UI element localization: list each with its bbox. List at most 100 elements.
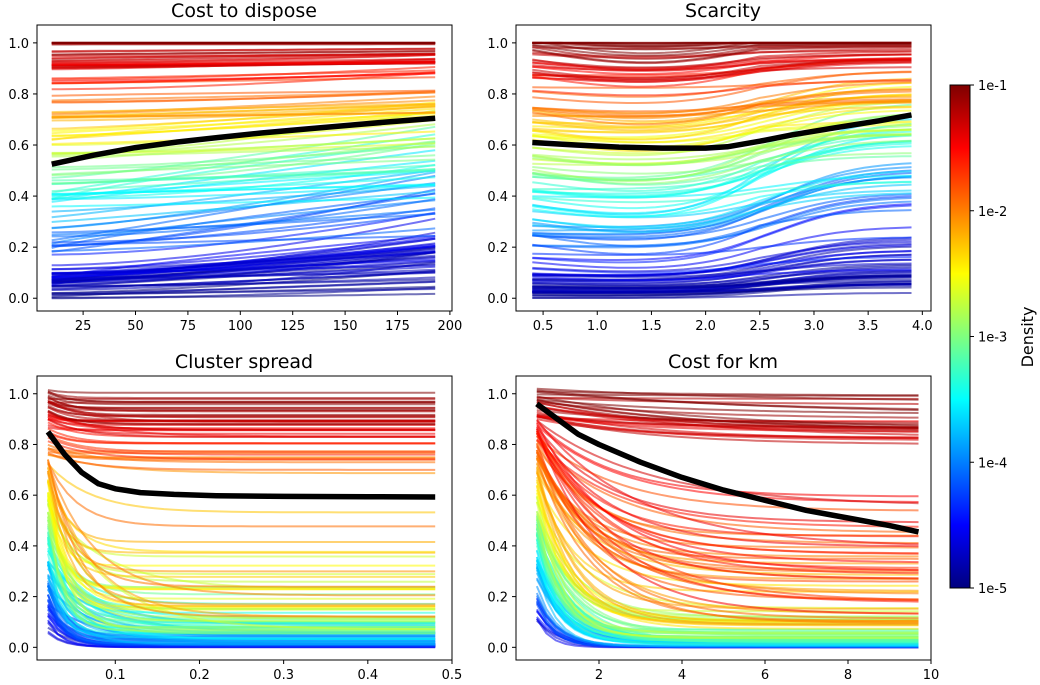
mean-line-group (532, 112, 912, 151)
y-tick-label: 0.8 (487, 438, 508, 453)
colorbar-tick-label: 1e-2 (978, 205, 1007, 220)
y-tick-label: 0.4 (8, 190, 29, 205)
y-axis-ticks: 0.0 0.2 0.4 0.6 0.8 1.0 (8, 388, 37, 656)
ensemble-line (47, 390, 436, 404)
mean-line (532, 112, 912, 151)
x-tick-label: 8 (844, 668, 852, 683)
ensemble-line (535, 516, 919, 638)
ensemble-line (46, 561, 436, 639)
x-tick-label: 0.2 (189, 668, 210, 683)
ensemble-line (47, 452, 436, 471)
ensemble-line (47, 436, 436, 456)
ensemble-line (46, 491, 436, 631)
ensemble-line (47, 400, 436, 423)
ensemble-line (532, 209, 912, 248)
ensemble-line (536, 401, 919, 436)
ensemble-line (47, 391, 436, 399)
axes-frame (515, 375, 932, 661)
x-tick-label: 0.3 (273, 668, 294, 683)
ensemble-line (51, 111, 436, 137)
y-tick-label: 1.0 (8, 388, 29, 403)
y-tick-label: 0.6 (487, 489, 508, 504)
y-tick-label: 0.4 (487, 190, 508, 205)
ensemble-line (535, 469, 919, 626)
x-tick-label: 125 (280, 319, 305, 334)
ensemble-line (532, 181, 912, 204)
ensemble-line (51, 236, 436, 271)
axes-frame (515, 24, 932, 312)
ensemble-line (532, 120, 912, 144)
ensemble-line (51, 103, 436, 118)
panel-cost-to-dispose: Cost to dispose 25 50 75 100 125 150 175 200 0.… (8, 0, 462, 334)
colorbar-tick-label: 1e-3 (978, 331, 1007, 346)
x-tick-label: 200 (437, 319, 462, 334)
ensemble-line (532, 269, 912, 286)
x-tick-label: 1.5 (641, 319, 662, 334)
colorbar-tick-label: 1e-5 (978, 582, 1007, 597)
axes-frame (36, 375, 453, 661)
x-tick-label: 0.5 (442, 668, 463, 683)
y-tick-label: 0.0 (8, 292, 29, 307)
ensemble-line (536, 400, 919, 419)
ensemble-line (51, 111, 436, 118)
ensemble-line (532, 278, 912, 290)
ensemble-line (51, 192, 436, 249)
mean-line (45, 430, 436, 500)
panel-title: Scarcity (685, 0, 761, 22)
ensemble-line (46, 466, 436, 543)
x-tick-label: 175 (385, 319, 410, 334)
x-tick-label: 100 (228, 319, 253, 334)
x-tick-label: 2.5 (749, 319, 770, 334)
ensemble-line (47, 451, 436, 455)
mean-line-group (45, 430, 436, 500)
ensemble-line (535, 422, 919, 572)
ensemble-line (532, 268, 912, 282)
ensemble-line (46, 564, 436, 644)
ensemble-line (532, 66, 912, 82)
ensemble-lines (532, 41, 912, 299)
ensemble-line (532, 226, 912, 269)
y-tick-label: 0.8 (8, 438, 29, 453)
ensemble-line (532, 203, 912, 261)
ensemble-line (535, 428, 919, 615)
ensemble-line (51, 292, 436, 299)
ensemble-line (536, 411, 919, 440)
ensemble-line (536, 395, 919, 427)
ensemble-line (51, 264, 436, 274)
ensemble-line (47, 400, 436, 409)
ensemble-line (535, 501, 919, 640)
mean-line-group (51, 115, 436, 167)
y-tick-label: 0.8 (487, 88, 508, 103)
ensemble-line (536, 398, 919, 429)
y-tick-label: 0.4 (487, 540, 508, 555)
ensemble-line (51, 53, 436, 62)
ensemble-line (51, 130, 436, 145)
ensemble-line (532, 192, 912, 230)
ensemble-line (51, 234, 436, 246)
y-tick-label: 0.6 (8, 489, 29, 504)
y-tick-label: 0.0 (487, 641, 508, 656)
ensemble-line (51, 69, 436, 80)
ensemble-line (532, 101, 912, 157)
ensemble-line (51, 227, 436, 252)
x-tick-label: 0.5 (533, 319, 554, 334)
ensemble-line (535, 484, 919, 630)
x-axis-ticks: 0.1 0.2 0.3 0.4 0.5 (105, 660, 462, 683)
ensemble-line (536, 435, 919, 512)
y-tick-label: 1.0 (8, 37, 29, 52)
ensemble-line (532, 105, 912, 129)
ensemble-line (535, 449, 919, 624)
panel-title: Cost for km (668, 351, 778, 373)
ensemble-line (535, 430, 919, 601)
ensemble-line (46, 575, 436, 645)
ensemble-line (535, 432, 919, 538)
x-tick-label: 6 (761, 668, 769, 683)
ensemble-line (532, 240, 912, 273)
ensemble-line (51, 190, 436, 223)
ensemble-line (535, 496, 919, 635)
ensemble-line (536, 389, 919, 412)
ensemble-line (51, 183, 436, 201)
ensemble-line (51, 271, 436, 279)
y-tick-label: 0.0 (487, 292, 508, 307)
